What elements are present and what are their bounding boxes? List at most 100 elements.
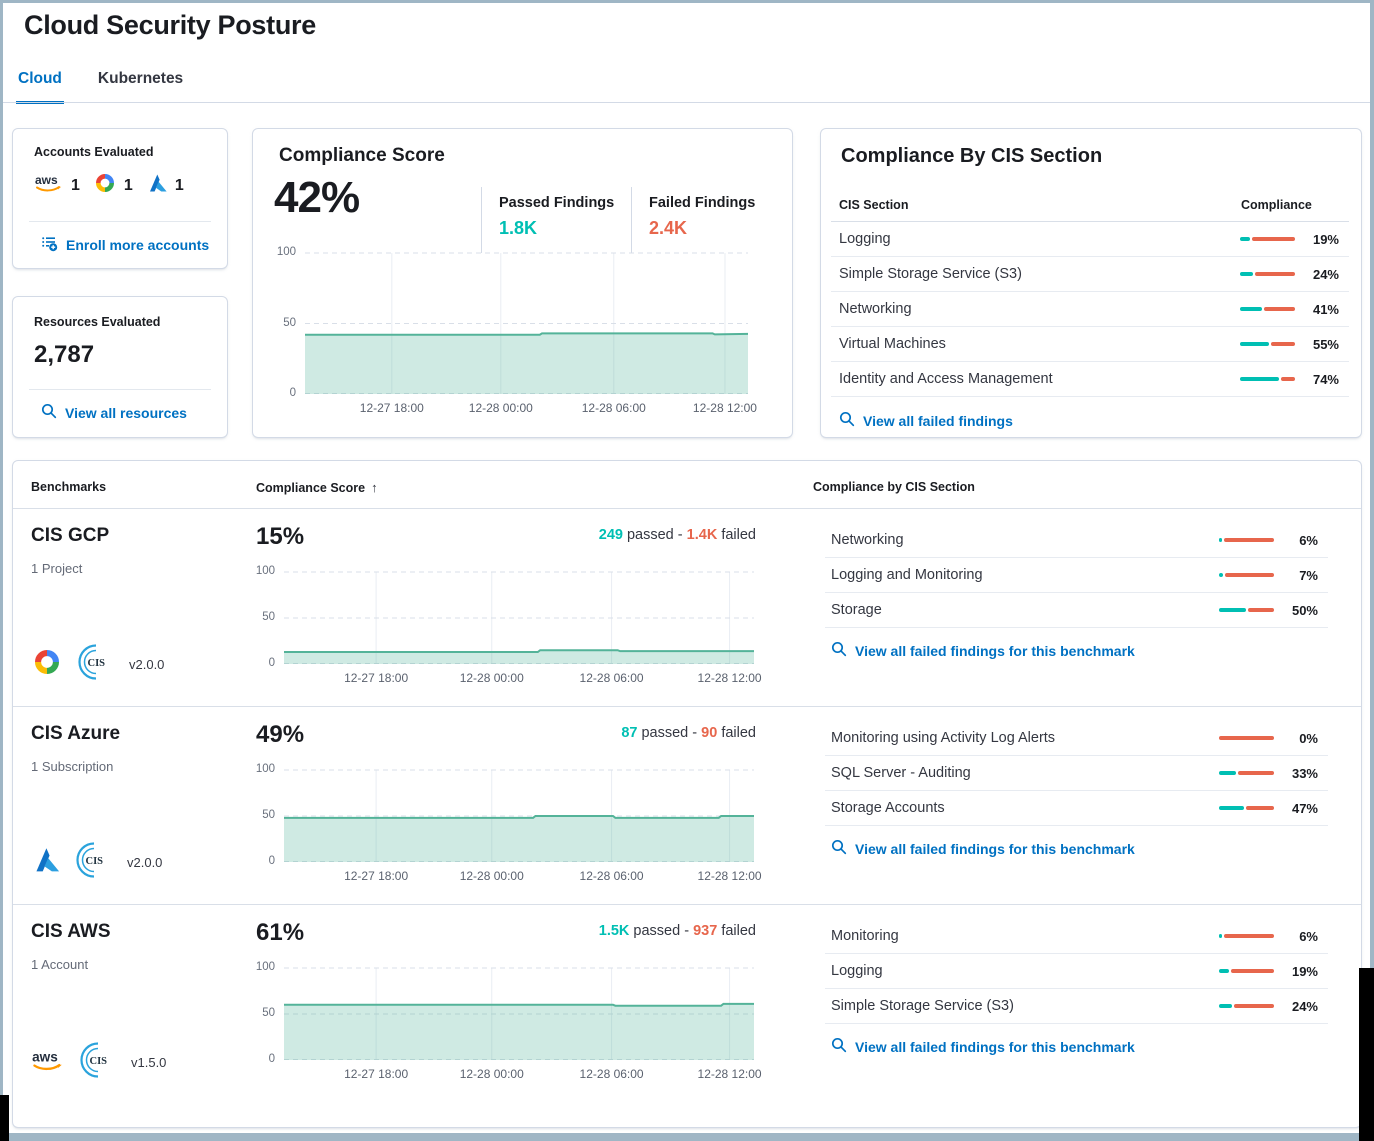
passed-findings-value: 1.8K <box>499 218 538 238</box>
search-icon <box>831 1037 847 1056</box>
gcp-logo <box>31 646 63 683</box>
compliance-score-value: 42% <box>274 173 360 222</box>
benchmark-name: CIS AWS <box>31 921 111 942</box>
benchmark-logos: aws CIS v1.5.0 <box>31 1041 166 1084</box>
cis-section-name: Logging <box>831 963 883 979</box>
compliance-pct: 74% <box>1312 371 1339 387</box>
resources-evaluated-title: Resources Evaluated <box>34 315 161 329</box>
benchmark-version: v1.5.0 <box>131 1055 167 1070</box>
cis-section-row: Logging and Monitoring 7% <box>825 558 1328 593</box>
window-frame-bottom <box>0 1133 1374 1141</box>
cis-section-name: Simple Storage Service (S3) <box>831 998 1014 1014</box>
cis-section-name: Identity and Access Management <box>839 371 1053 387</box>
svg-text:CIS: CIS <box>86 856 104 867</box>
compliance-bar <box>1219 934 1274 938</box>
benchmarks-panel: Benchmarks Compliance Score ↑ Compliance… <box>12 460 1362 1128</box>
view-all-failed-findings-link[interactable]: View all failed findings <box>839 411 1013 430</box>
cis-section-name: Networking <box>839 301 912 317</box>
aws-logo: aws <box>34 172 64 199</box>
compliance-bar <box>1219 771 1274 775</box>
compliance-bar <box>1240 342 1295 346</box>
passed-word: passed <box>633 923 681 939</box>
benchmark-trend-chart: 100 50 0 12-27 18:00 12-28 00:00 12-28 06:00 1… <box>255 565 762 685</box>
cis-section-row: Logging 19% <box>831 222 1349 257</box>
benchmark-score: 49% <box>256 721 305 748</box>
svg-text:aws: aws <box>35 173 58 187</box>
dash: - <box>677 527 683 543</box>
cis-section-name: Storage <box>831 602 882 618</box>
cis-section-name: Logging <box>839 231 891 247</box>
passed-failed-summary: 1.5K passed - 937 failed <box>456 923 756 939</box>
list-add-icon <box>41 235 58 255</box>
view-failed-findings-benchmark-link[interactable]: View all failed findings for this benchm… <box>831 641 1135 660</box>
col-header-compliance-score-sort[interactable]: Compliance Score ↑ <box>256 480 378 495</box>
cis-section-row: Networking 41% <box>831 292 1349 327</box>
compliance-pct: 47% <box>1291 800 1318 816</box>
compliance-pct: 0% <box>1299 730 1318 746</box>
cis-section-row: Simple Storage Service (S3) 24% <box>825 989 1328 1024</box>
passed-count: 87 <box>621 725 638 741</box>
failed-count: 90 <box>701 725 718 741</box>
compliance-pct: 19% <box>1291 963 1318 979</box>
col-header-cis-section: CIS Section <box>839 198 909 212</box>
compliance-by-cis-section-card: Compliance By CIS Section CIS Section Co… <box>820 128 1362 438</box>
accounts-evaluated-card: Accounts Evaluated aws 1 1 1 Enroll more… <box>12 128 228 269</box>
tab-bar-rule <box>3 102 1370 103</box>
search-icon <box>831 839 847 858</box>
view-all-failed-findings-label: View all failed findings <box>863 412 1013 429</box>
view-all-resources-label: View all resources <box>65 404 187 421</box>
enroll-more-accounts-label: Enroll more accounts <box>66 237 210 253</box>
benchmark-logos: CIS v2.0.0 <box>31 841 162 884</box>
benchmark-score: 15% <box>256 523 305 550</box>
view-failed-findings-benchmark-link[interactable]: View all failed findings for this benchm… <box>831 1037 1135 1056</box>
passed-failed-summary: 249 passed - 1.4K failed <box>456 527 756 543</box>
azure-account-count: 1 <box>174 176 184 194</box>
passed-findings-metric: Passed Findings 1.8K <box>481 187 614 253</box>
tab-cloud[interactable]: Cloud <box>16 70 64 104</box>
compliance-pct: 33% <box>1291 765 1318 781</box>
resources-evaluated-card: Resources Evaluated 2,787 View all resou… <box>12 296 228 438</box>
tab-bar: Cloud Kubernetes <box>16 70 185 104</box>
cis-section-row: Monitoring 6% <box>825 919 1328 954</box>
benchmark-version: v2.0.0 <box>127 855 163 870</box>
tab-kubernetes[interactable]: Kubernetes <box>97 70 184 87</box>
card-divider <box>29 221 211 222</box>
cis-section-name: Monitoring <box>831 928 899 944</box>
cis-section-card-title: Compliance By CIS Section <box>841 145 1103 167</box>
compliance-bar <box>1219 608 1274 612</box>
failed-findings-metric: Failed Findings 2.4K <box>631 187 755 253</box>
cis-section-row: Networking 6% <box>825 523 1328 558</box>
failed-findings-value: 2.4K <box>649 218 688 238</box>
azure-logo <box>31 846 61 880</box>
accounts-evaluated-title: Accounts Evaluated <box>34 145 154 159</box>
compliance-bar <box>1219 573 1274 577</box>
compliance-bar <box>1240 237 1295 241</box>
compliance-pct: 24% <box>1291 998 1318 1014</box>
compliance-bar <box>1240 272 1295 276</box>
gcp-account-count: 1 <box>123 176 133 194</box>
benchmark-sections-table: Monitoring 6% Logging 19% Simple Storage… <box>825 919 1328 1058</box>
svg-text:CIS: CIS <box>90 1056 108 1067</box>
col-header-compliance: Compliance <box>1241 198 1312 212</box>
view-failed-findings-benchmark-label: View all failed findings for this benchm… <box>855 1038 1135 1055</box>
passed-count: 1.5K <box>598 923 630 939</box>
compliance-bar <box>1219 538 1274 542</box>
cis-section-row: Logging 19% <box>825 954 1328 989</box>
cis-section-row: Identity and Access Management 74% <box>831 362 1349 397</box>
passed-word: passed <box>641 725 689 741</box>
compliance-score-trend-chart: 100 50 0 12-27 18:00 12-28 00:00 12-28 06:00 1… <box>276 246 757 415</box>
cis-logo: CIS <box>77 643 115 686</box>
benchmark-logos: CIS v2.0.0 <box>31 643 164 686</box>
view-failed-findings-benchmark-link[interactable]: View all failed findings for this benchm… <box>831 839 1135 858</box>
benchmark-name: CIS Azure <box>31 723 121 744</box>
failed-word: failed <box>721 725 756 741</box>
cis-section-table: CIS Section Compliance Logging 19% Simpl… <box>831 189 1349 432</box>
enroll-more-accounts-link[interactable]: Enroll more accounts <box>41 235 209 255</box>
search-icon <box>831 641 847 660</box>
view-all-resources-link[interactable]: View all resources <box>41 403 187 422</box>
aws-account-count: 1 <box>71 176 80 194</box>
passed-findings-label: Passed Findings <box>499 195 615 211</box>
gcp-logo <box>93 171 117 200</box>
cis-section-row: Monitoring using Activity Log Alerts 0% <box>825 721 1328 756</box>
resources-evaluated-count: 2,787 <box>34 341 95 368</box>
